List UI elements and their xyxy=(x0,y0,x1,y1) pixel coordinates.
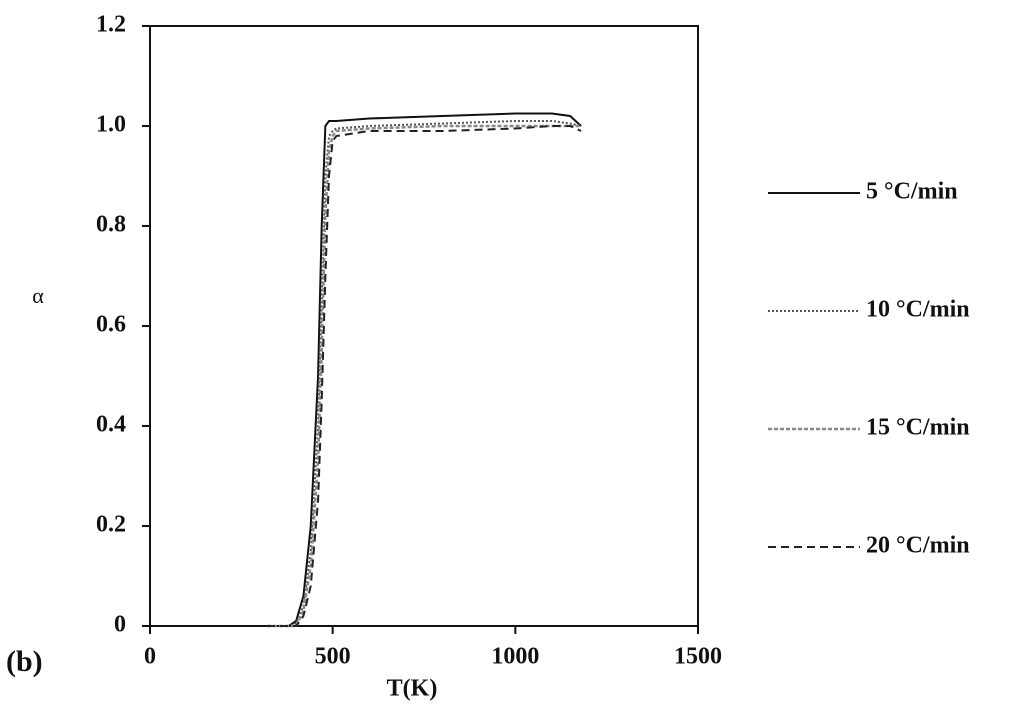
series-line xyxy=(266,124,582,628)
y-tick-label: 1.2 xyxy=(96,12,126,38)
x-tick-label: 500 xyxy=(315,644,351,670)
y-tick-label: 0.2 xyxy=(96,512,126,538)
y-tick-label: 0 xyxy=(114,612,126,638)
annotation: (b) xyxy=(6,645,43,678)
legend-label: 20 °C/min xyxy=(866,533,970,559)
x-tick-label: 1500 xyxy=(674,644,722,670)
x-tick-label: 0 xyxy=(144,644,156,670)
series-line xyxy=(266,112,582,627)
legend-label: 5 °C/min xyxy=(866,179,958,205)
series-line xyxy=(266,125,582,627)
series-line xyxy=(266,120,582,627)
y-axis-label: α xyxy=(32,283,44,308)
x-axis-label: T(K) xyxy=(387,676,438,702)
y-tick-label: 0.6 xyxy=(96,312,126,338)
y-tick-label: 0.4 xyxy=(96,412,126,438)
y-tick-label: 0.8 xyxy=(96,212,126,238)
x-tick-label: 1000 xyxy=(491,644,539,670)
legend-label: 15 °C/min xyxy=(866,415,970,441)
y-tick-label: 1.0 xyxy=(96,112,126,138)
legend-label: 10 °C/min xyxy=(866,297,970,323)
